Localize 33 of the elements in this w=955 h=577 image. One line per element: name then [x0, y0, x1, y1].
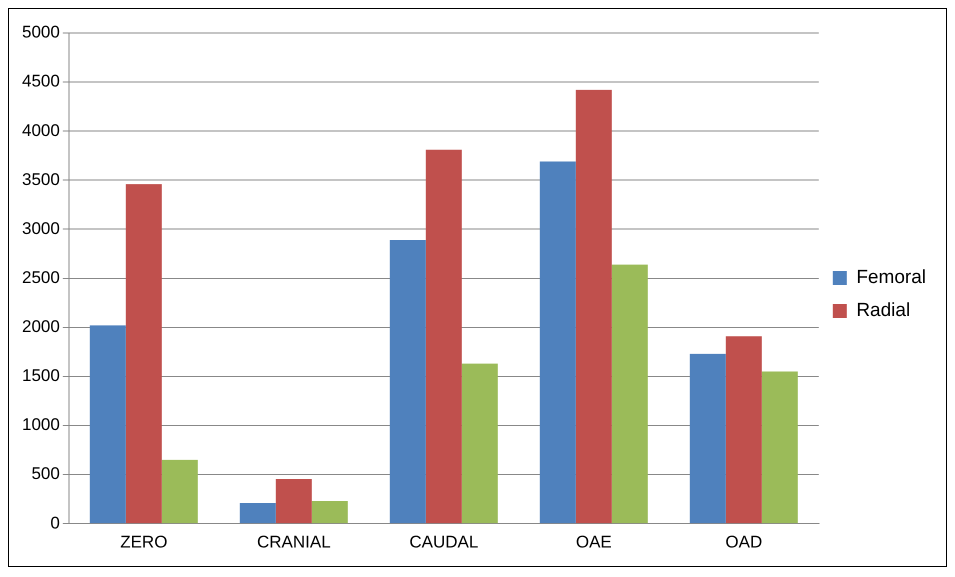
y-tick-label: 4000: [22, 120, 60, 140]
x-tick-label: OAE: [576, 532, 612, 552]
bar: [726, 336, 762, 524]
y-tick-label: 1000: [22, 415, 60, 434]
y-tick-label: 4500: [22, 72, 60, 91]
y-tick-label: 2500: [22, 268, 60, 287]
x-tick-label: OAD: [725, 532, 762, 552]
y-tick-label: 2000: [22, 317, 60, 336]
legend-label: Radial: [856, 300, 910, 322]
x-tick-label: CAUDAL: [409, 532, 478, 552]
y-tick-label: 3500: [22, 170, 60, 189]
x-tick-label: CRANIAL: [256, 532, 331, 552]
y-tick-label: 1500: [22, 366, 60, 386]
bar: [576, 90, 612, 524]
bar: [426, 150, 462, 524]
bar: [90, 325, 126, 524]
bar: [540, 162, 576, 524]
bar: [762, 372, 798, 524]
y-tick-label: 3000: [22, 218, 60, 238]
bar: [240, 502, 276, 524]
y-tick-label: 0: [50, 513, 60, 532]
y-tick-label: 5000: [22, 22, 60, 42]
bar: [126, 184, 162, 524]
legend-label: Femoral: [856, 267, 926, 288]
bar: [390, 240, 426, 524]
bar: [276, 478, 312, 524]
x-tick-label: ZERO: [120, 532, 168, 552]
bar: [612, 264, 648, 524]
y-tick-label: 500: [31, 464, 60, 484]
bar: [462, 364, 498, 524]
bar: [690, 354, 726, 524]
bar: [162, 460, 198, 524]
bar: [312, 501, 348, 524]
